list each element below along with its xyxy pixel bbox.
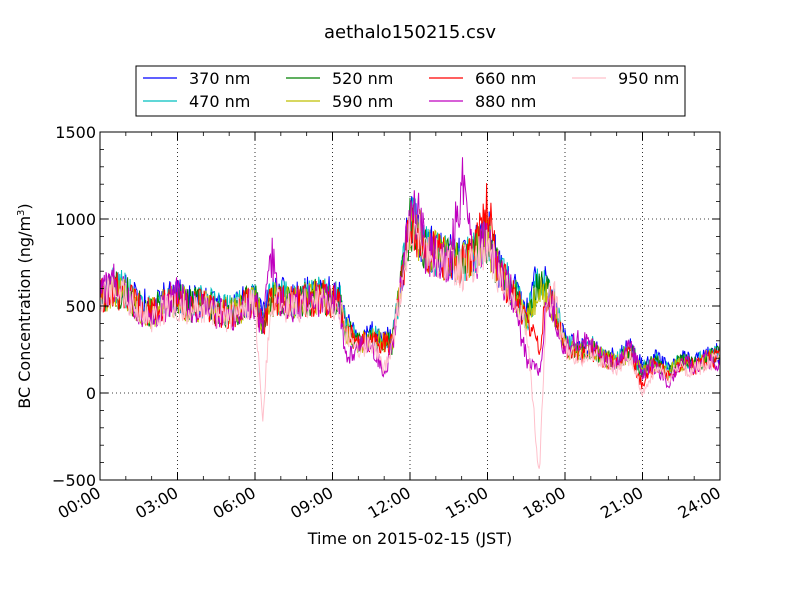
- grid-lines: [100, 132, 720, 480]
- chart-title: aethalo150215.csv: [324, 22, 496, 43]
- legend: 370 nm 470 nm 520 nm 590 nm 660 nm 880 nm 950 …: [135, 65, 686, 117]
- legend-label: 370 nm: [189, 69, 250, 88]
- legend-box: [135, 65, 686, 117]
- y-tick-label: −500: [52, 471, 96, 490]
- y-tick-label: 500: [65, 297, 96, 316]
- y-axis-label-close: ): [15, 203, 34, 209]
- y-tick-label: 0: [86, 384, 96, 403]
- x-axis-label: Time on 2015-02-15 (JST): [307, 529, 512, 548]
- legend-label: 950 nm: [618, 69, 679, 88]
- plot-frame: [99, 131, 721, 481]
- series-lines: [100, 157, 720, 469]
- y-axis-label: BC Concentration (ng/m3): [15, 203, 34, 408]
- legend-label: 520 nm: [332, 69, 393, 88]
- axis-ticks: [99, 131, 721, 481]
- legend-label: 660 nm: [475, 69, 536, 88]
- y-axis-label-superscript: 3: [16, 210, 27, 216]
- legend-label: 880 nm: [475, 92, 536, 111]
- y-tick-label: 1500: [55, 123, 96, 142]
- legend-items: 370 nm 470 nm 520 nm 590 nm 660 nm 880 nm 950 …: [143, 69, 679, 111]
- y-axis-label-main: BC Concentration (ng/m: [15, 216, 34, 409]
- y-tick-label: 1000: [55, 210, 96, 229]
- series-line-950-nm: [100, 214, 720, 469]
- legend-label: 470 nm: [189, 92, 250, 111]
- y-tick-labels: −500 0 500 1000 1500: [52, 123, 96, 490]
- legend-label: 590 nm: [332, 92, 393, 111]
